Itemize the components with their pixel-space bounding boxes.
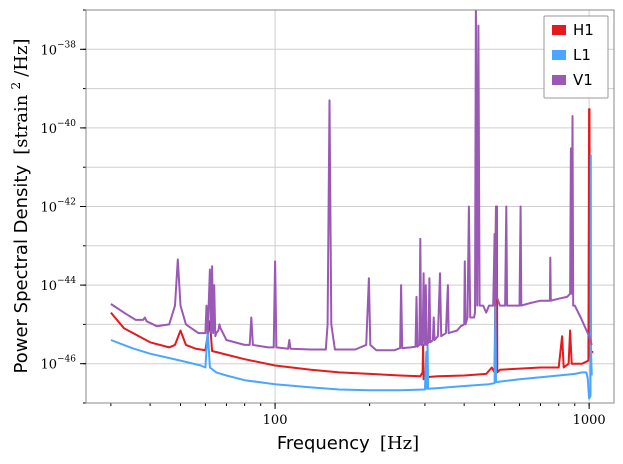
series-lines: [110, 10, 594, 400]
y-axis-ticks: 10−46 10−44 10−42 10−40 10−38: [40, 40, 86, 373]
legend-swatch-l1: [552, 50, 566, 60]
legend-label-l1: L1: [573, 46, 591, 64]
x-tick-label: 100: [263, 413, 288, 428]
series-line-l1: [110, 154, 593, 400]
legend-label-h1: H1: [573, 21, 594, 39]
y-tick-label: 10−40: [40, 119, 76, 137]
legend: H1 L1 V1: [543, 15, 609, 99]
y-tick-label: 10−42: [40, 198, 76, 216]
x-axis-ticks: 100 1000: [263, 403, 606, 428]
legend-swatch-v1: [552, 75, 566, 85]
x-axis-label: Frequency [Hz]: [277, 433, 419, 454]
legend-label-v1: V1: [573, 71, 593, 89]
legend-swatch-h1: [552, 25, 566, 35]
series-line-h1: [110, 108, 594, 381]
y-axis-label: Power Spectral Density [strain 2 /Hz]: [5, 39, 32, 374]
y-tick-label: 10−38: [40, 40, 76, 58]
series-line-v1: [110, 10, 593, 352]
y-tick-label: 10−44: [40, 276, 76, 294]
y-tick-label: 10−46: [40, 355, 76, 373]
x-tick-label: 1000: [573, 413, 606, 428]
